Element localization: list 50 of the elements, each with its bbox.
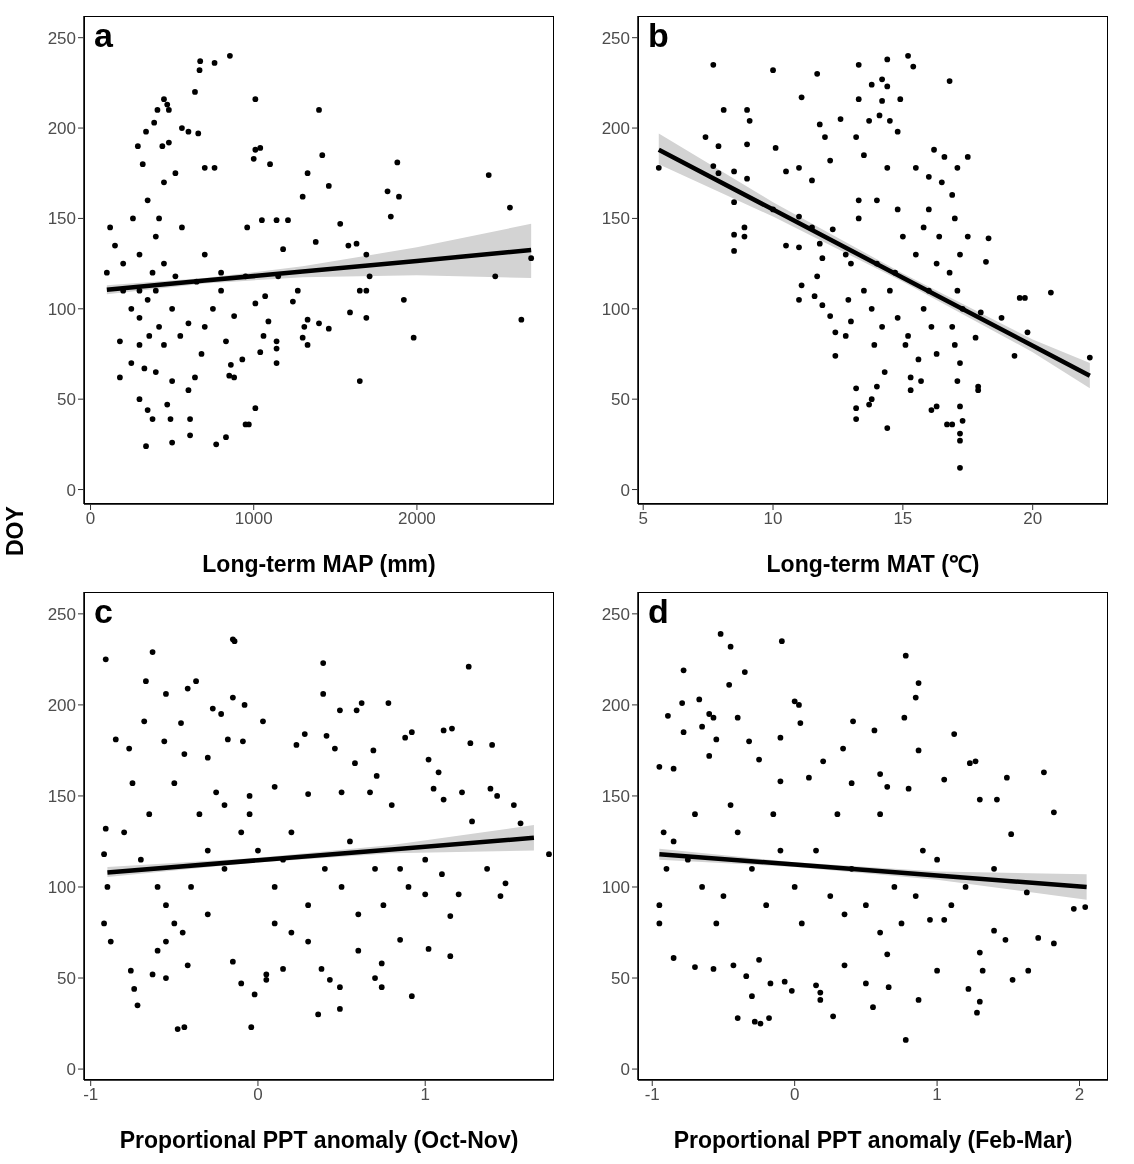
line-series [657,851,1089,890]
x-tick-label: 0 [253,1085,263,1105]
y-tick-label: 0 [66,480,76,500]
y-tick-label: 250 [601,28,630,48]
x-axis-title: Long-term MAP (mm) [202,551,436,577]
y-tick-label: 200 [601,119,630,139]
y-tick-label: 150 [47,786,76,806]
y-tick-label: 250 [47,604,76,624]
y-tick-label: 0 [620,480,630,500]
line-series [105,835,537,875]
y-tick-label: 200 [47,695,76,715]
y-tick-label: 0 [620,1060,630,1080]
x-tick-label: 2 [1074,1085,1085,1105]
x-tick-label: 1000 [234,509,273,529]
y-tick-label: 50 [611,969,630,989]
x-tick-label: 2000 [398,509,436,529]
y-axis-title: DOY [2,506,29,556]
x-tick-label: 20 [1023,509,1043,529]
chart-title: d [648,592,669,630]
chart-title: c [94,592,113,630]
y-tick-label: 50 [611,390,630,410]
chart-title: a [94,16,113,54]
y-tick-label: 150 [47,209,76,229]
x-tick-label: -1 [644,1085,660,1105]
chart-title: b [648,16,669,54]
y-tick-label: 200 [47,119,76,139]
x-axis-title: Proportional PPT anomaly (Feb-Mar) [673,1127,1073,1153]
y-tick-label: 100 [601,299,630,319]
x-tick-label: 15 [893,509,913,529]
x-tick-label: 0 [85,509,96,529]
x-tick-label: 0 [789,1085,800,1105]
y-tick-label: 150 [601,209,630,229]
y-tick-label: 50 [57,969,76,989]
y-tick-label: 50 [57,390,76,410]
y-tick-label: 0 [66,1060,76,1080]
x-axis-title: Proportional PPT anomaly (Oct-Nov) [119,1127,519,1153]
x-axis-title: Long-term MAT (℃) [766,551,980,577]
y-tick-label: 100 [601,878,630,898]
x-tick-label: 1 [420,1085,430,1105]
y-tick-label: 100 [47,299,76,319]
y-tick-label: 150 [601,786,630,806]
line-series [104,247,534,293]
y-tick-label: 200 [601,695,630,715]
x-tick-label: 1 [932,1085,942,1105]
y-tick-label: 250 [601,604,630,624]
y-tick-label: 100 [47,878,76,898]
x-tick-label: -1 [83,1085,99,1105]
x-tick-label: 10 [763,509,783,529]
x-tick-label: 5 [638,509,648,529]
y-tick-label: 250 [47,28,76,48]
